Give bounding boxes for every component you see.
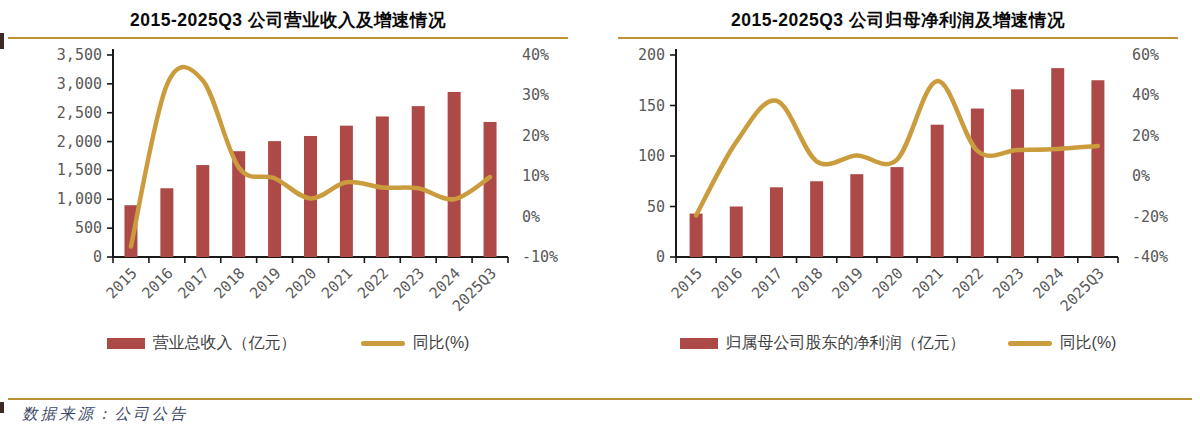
- legend-line-label: 同比(%): [413, 333, 470, 354]
- svg-text:2020: 2020: [282, 264, 320, 302]
- svg-text:2023: 2023: [390, 264, 428, 302]
- svg-text:2017: 2017: [748, 264, 786, 302]
- bar-swatch-icon: [680, 338, 718, 349]
- title-underline: [8, 37, 568, 39]
- svg-text:2016: 2016: [708, 264, 746, 302]
- svg-text:150: 150: [638, 97, 665, 115]
- chart-title-net-profit: 2015-2025Q3 公司归母净利润及增速情况: [618, 8, 1178, 32]
- svg-text:1,500: 1,500: [57, 161, 102, 179]
- svg-text:0: 0: [93, 248, 102, 266]
- legend-item-line: 同比(%): [361, 333, 470, 354]
- title-underline: [618, 37, 1178, 39]
- legend-item-line: 同比(%): [1008, 333, 1117, 354]
- edge-bullet-bottom: [0, 402, 4, 413]
- svg-text:2023: 2023: [989, 264, 1027, 302]
- svg-text:40%: 40%: [1132, 86, 1159, 104]
- svg-text:100: 100: [638, 147, 665, 165]
- svg-text:2022: 2022: [354, 264, 392, 302]
- svg-text:0%: 0%: [522, 208, 540, 226]
- legend-bar-label: 营业总收入（亿元）: [153, 333, 297, 354]
- svg-text:30%: 30%: [522, 86, 549, 104]
- svg-text:20%: 20%: [1132, 127, 1159, 145]
- svg-text:2018: 2018: [788, 264, 826, 302]
- edge-bullet-top: [0, 33, 4, 49]
- svg-text:0: 0: [656, 248, 665, 266]
- svg-text:2020: 2020: [869, 264, 907, 302]
- svg-text:2,500: 2,500: [57, 104, 102, 122]
- svg-text:40%: 40%: [522, 46, 549, 64]
- svg-text:2018: 2018: [210, 264, 248, 302]
- legend-item-bar: 归属母公司股东的净利润（亿元）: [680, 333, 966, 354]
- net-profit-chart-canvas: 050100150200-40%-20%0%20%40%60%201520162…: [618, 41, 1178, 333]
- svg-text:3,000: 3,000: [57, 75, 102, 93]
- svg-text:2022: 2022: [949, 264, 987, 302]
- bar-swatch-icon: [107, 338, 145, 349]
- revenue-chart-canvas: 0 500 1,000 1,500 2,000 2,500 3,000 3,500 -10% 0%…: [8, 41, 568, 333]
- chart-panel-net-profit: 2015-2025Q3 公司归母净利润及增速情况 0 50 100 150 200 -40…: [618, 0, 1178, 354]
- svg-text:500: 500: [75, 219, 102, 237]
- legend-line-label: 同比(%): [1060, 333, 1117, 354]
- footer-divider: [8, 398, 1192, 400]
- chart-panel-revenue: 2015-2025Q3 公司营业收入及增速情况 0 500 1,000 1,500 2,…: [8, 0, 568, 354]
- svg-text:2,000: 2,000: [57, 133, 102, 151]
- chart-title-revenue: 2015-2025Q3 公司营业收入及增速情况: [8, 8, 568, 32]
- svg-text:10%: 10%: [522, 167, 549, 185]
- svg-text:2017: 2017: [174, 264, 212, 302]
- svg-text:2019: 2019: [246, 264, 284, 302]
- legend-item-bar: 营业总收入（亿元）: [107, 333, 297, 354]
- line-swatch-icon: [1008, 341, 1052, 346]
- svg-text:2021: 2021: [909, 264, 947, 302]
- svg-text:-10%: -10%: [522, 248, 558, 266]
- legend-bar-label: 归属母公司股东的净利润（亿元）: [726, 333, 966, 354]
- svg-text:60%: 60%: [1132, 46, 1159, 64]
- svg-text:-20%: -20%: [1132, 208, 1168, 226]
- revenue-legend: 营业总收入（亿元） 同比(%): [8, 333, 568, 354]
- svg-text:50: 50: [647, 198, 665, 216]
- svg-text:-40%: -40%: [1132, 248, 1168, 266]
- page-root: { "colors": { "bar": "#AD4A47", "line": …: [0, 0, 1200, 435]
- svg-text:2019: 2019: [828, 264, 866, 302]
- line-swatch-icon: [361, 341, 405, 346]
- svg-text:2015: 2015: [103, 264, 141, 302]
- svg-text:2025Q3: 2025Q3: [1057, 264, 1108, 315]
- net-profit-legend: 归属母公司股东的净利润（亿元） 同比(%): [618, 333, 1178, 354]
- source-note: 数据来源：公司公告: [22, 404, 189, 425]
- svg-text:200: 200: [638, 46, 665, 64]
- svg-text:20%: 20%: [522, 127, 549, 145]
- svg-text:2016: 2016: [138, 264, 176, 302]
- svg-text:3,500: 3,500: [57, 46, 102, 64]
- svg-text:0%: 0%: [1132, 167, 1150, 185]
- svg-text:1,000: 1,000: [57, 190, 102, 208]
- svg-text:2015: 2015: [668, 264, 706, 302]
- svg-text:2021: 2021: [318, 264, 356, 302]
